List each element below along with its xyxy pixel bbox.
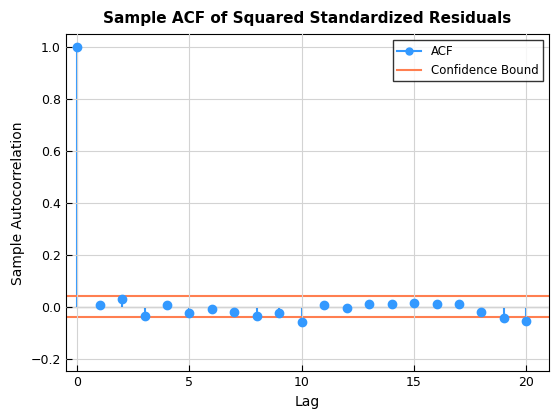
Legend: ACF, Confidence Bound: ACF, Confidence Bound [393,40,543,81]
Title: Sample ACF of Squared Standardized Residuals: Sample ACF of Squared Standardized Resid… [103,11,511,26]
X-axis label: Lag: Lag [295,395,320,409]
Y-axis label: Sample Autocorrelation: Sample Autocorrelation [11,121,25,285]
